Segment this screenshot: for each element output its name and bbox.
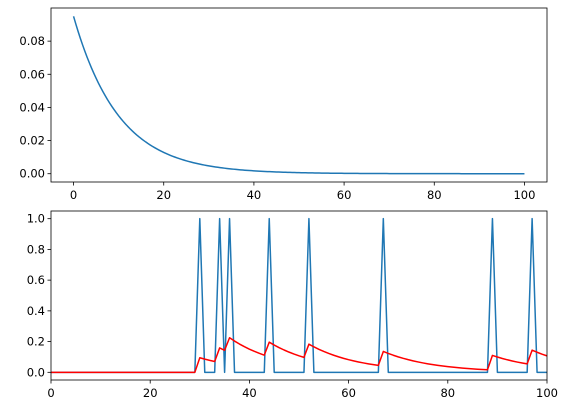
top-x-tick-label: 20 (156, 188, 171, 202)
bottom-y-tick-label: 0.0 (27, 365, 45, 379)
top-x-tick-label: 0 (70, 188, 77, 202)
top-y-tick-label: 0.00 (19, 167, 45, 181)
bottom-x-tick-label: 40 (242, 386, 257, 400)
top-axes-frame (50, 7, 548, 183)
top-x-tick-label: 80 (427, 188, 442, 202)
top-axes: 0 20 40 60 80 100 0.00 0.02 0.04 0.06 0.08 (19, 7, 548, 202)
top-y-tick-label: 0.02 (19, 134, 45, 148)
bottom-axes-frame (50, 210, 548, 381)
top-series-exponential-decay-line (72, 16, 525, 175)
bottom-y-tick-label: 1.0 (27, 212, 45, 226)
top-x-tick-label: 60 (337, 188, 352, 202)
top-x-tick-label: 100 (513, 188, 535, 202)
bottom-y-ticks: 0.0 0.2 0.4 0.6 0.8 1.0 (27, 212, 51, 379)
bottom-y-tick-label: 0.2 (27, 335, 45, 349)
bottom-series-filtered-response-line (51, 337, 548, 374)
bottom-x-tick-label: 80 (440, 386, 455, 400)
bottom-x-tick-label: 60 (341, 386, 356, 400)
top-y-tick-label: 0.06 (19, 67, 45, 81)
top-x-ticks: 0 20 40 60 80 100 (70, 182, 535, 202)
top-x-tick-label: 40 (247, 188, 262, 202)
bottom-series-filtered-response (51, 337, 548, 374)
top-y-ticks: 0.00 0.02 0.04 0.06 0.08 (19, 34, 51, 181)
top-series-decay-curve (72, 16, 525, 175)
top-y-tick-label: 0.04 (19, 100, 45, 114)
bottom-x-tick-label: 0 (47, 386, 54, 400)
bottom-x-ticks: 0 20 40 60 80 100 (47, 380, 558, 400)
bottom-x-tick-label: 100 (536, 386, 558, 400)
top-y-tick-label: 0.08 (19, 34, 45, 48)
bottom-x-tick-label: 20 (143, 386, 158, 400)
bottom-y-tick-label: 0.6 (27, 273, 45, 287)
bottom-axes: 0 20 40 60 80 100 0.0 0.2 0.4 0.6 0.8 1.0 (27, 210, 558, 400)
bottom-y-tick-label: 0.8 (27, 242, 45, 256)
bottom-y-tick-label: 0.4 (27, 304, 45, 318)
